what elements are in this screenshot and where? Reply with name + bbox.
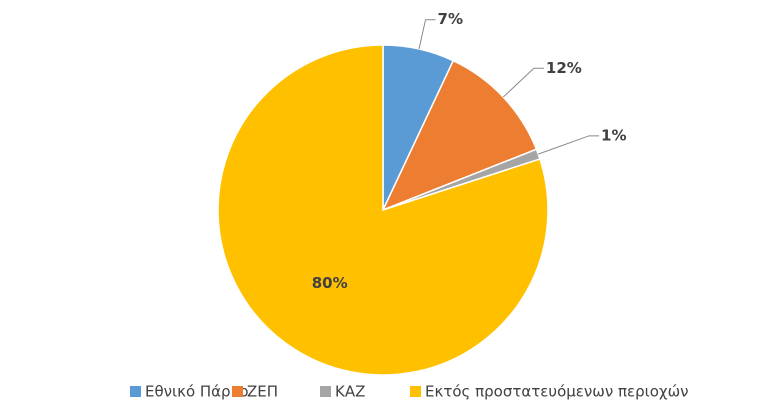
legend-swatch bbox=[130, 386, 141, 397]
pie-slice bbox=[217, 44, 549, 376]
legend-label: ΖΕΠ bbox=[247, 383, 278, 401]
legend-swatch bbox=[410, 386, 421, 397]
value-label: 12% bbox=[546, 59, 582, 77]
legend-label: Εθνικό Πάρκο bbox=[145, 383, 249, 401]
legend-label: ΚΑΖ bbox=[335, 383, 365, 401]
legend-label: Εκτός προστατευόμενων περιοχών bbox=[425, 383, 689, 401]
value-label: 1% bbox=[601, 126, 626, 144]
legend-swatch bbox=[320, 386, 331, 397]
value-label: 7% bbox=[438, 10, 463, 28]
leader-line bbox=[502, 67, 544, 98]
value-label: 80% bbox=[312, 274, 348, 292]
legend-swatch bbox=[232, 386, 243, 397]
leader-line bbox=[538, 135, 600, 155]
leader-line bbox=[418, 19, 436, 50]
